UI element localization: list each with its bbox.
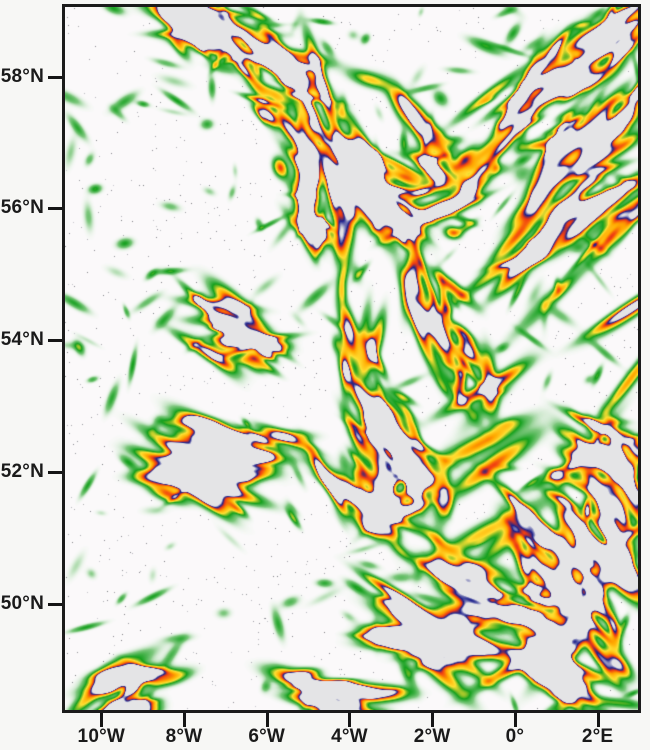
map-plot-area[interactable]	[62, 4, 641, 713]
y-tick	[48, 75, 62, 79]
x-tick	[183, 713, 186, 727]
anomaly-field-raster	[65, 7, 638, 710]
x-tick-label: 10°W	[77, 726, 126, 747]
x-tick	[513, 713, 517, 727]
y-tick	[48, 603, 62, 607]
x-tick-label: 8°W	[165, 726, 203, 747]
y-tick	[48, 207, 62, 211]
y-tick-label: 54°N	[0, 329, 44, 351]
y-tick	[48, 339, 62, 343]
x-tick-label: 2°W	[413, 726, 451, 747]
y-tick-label: 52°N	[0, 461, 44, 483]
x-tick	[265, 713, 269, 727]
y-tick-label: 50°N	[0, 593, 44, 615]
x-tick-label: 2°E	[581, 726, 614, 747]
y-tick-label: 56°N	[0, 197, 44, 219]
x-tick	[596, 713, 600, 727]
y-tick	[48, 471, 62, 475]
x-tick-label: 0°	[505, 726, 525, 747]
x-tick	[100, 713, 104, 727]
x-tick	[348, 713, 352, 727]
x-tick-label: 4°W	[331, 726, 368, 747]
y-tick-label: 58°N	[0, 65, 44, 87]
x-tick-label: 6°W	[248, 726, 286, 747]
x-tick	[431, 713, 435, 727]
